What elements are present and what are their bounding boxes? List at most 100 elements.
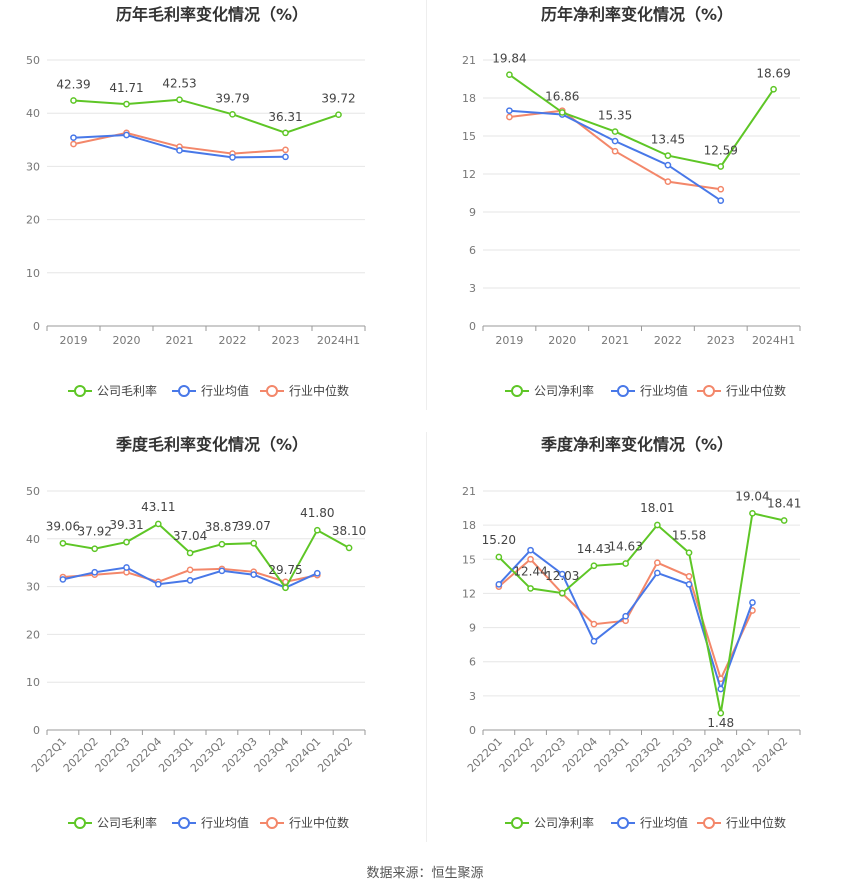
x-tick-label: 2023 [707, 334, 735, 347]
data-point-company[interactable] [154, 520, 162, 528]
legend-item-company[interactable]: 公司毛利率 [68, 815, 157, 830]
data-point-industry_avg[interactable] [495, 580, 503, 588]
data-point-industry_median[interactable] [664, 178, 672, 185]
data-point-company[interactable] [527, 585, 534, 592]
data-point-industry_avg[interactable] [749, 599, 756, 606]
quarterly-gross-margin-chart: 季度毛利率变化情况（%）010203040502022Q12022Q22022Q… [26, 435, 366, 830]
data-point-company[interactable] [717, 163, 725, 170]
data-point-industry_avg[interactable] [558, 570, 566, 578]
data-label: 39.06 [46, 519, 80, 533]
data-point-company[interactable] [685, 549, 693, 557]
data-point-industry_median[interactable] [282, 146, 289, 154]
data-point-company[interactable] [345, 544, 353, 552]
data-point-industry_avg[interactable] [70, 134, 77, 142]
data-point-industry_avg[interactable] [654, 569, 661, 577]
data-point-industry_median[interactable] [186, 566, 194, 574]
data-point-industry_median[interactable] [611, 147, 619, 155]
data-point-industry_avg[interactable] [123, 564, 130, 571]
data-point-company[interactable] [313, 526, 321, 534]
data-point-company[interactable] [218, 540, 226, 548]
data-point-industry_avg[interactable] [91, 568, 99, 576]
data-point-company[interactable] [250, 539, 258, 547]
data-point-company[interactable] [664, 152, 672, 159]
y-tick-label: 6 [469, 244, 476, 257]
data-point-company[interactable] [558, 109, 566, 116]
legend-item-company[interactable]: 公司净利率 [505, 383, 594, 398]
data-point-company[interactable] [91, 545, 99, 553]
data-point-industry_avg[interactable] [611, 137, 619, 145]
data-point-industry_avg[interactable] [664, 161, 672, 169]
data-point-company[interactable] [611, 128, 619, 135]
legend-label: 行业中位数 [289, 815, 349, 830]
data-point-industry_avg[interactable] [717, 197, 725, 204]
data-point-company[interactable] [176, 96, 183, 104]
data-point-company[interactable] [590, 562, 598, 570]
data-point-industry_avg[interactable] [59, 576, 67, 583]
data-point-company[interactable] [335, 111, 342, 119]
data-point-industry_avg[interactable] [313, 569, 321, 577]
vertical-divider-top [426, 0, 427, 410]
data-point-industry_avg[interactable] [250, 571, 258, 578]
legend-item-company[interactable]: 公司净利率 [505, 815, 594, 830]
legend-label: 公司毛利率 [97, 815, 157, 830]
data-point-company[interactable] [186, 549, 194, 557]
data-point-industry_median[interactable] [717, 185, 725, 193]
legend-item-industry_median[interactable]: 行业中位数 [697, 815, 786, 830]
data-point-company[interactable] [123, 100, 130, 108]
x-tick-label: 2023 [272, 334, 300, 347]
data-point-company[interactable] [59, 539, 67, 547]
data-point-industry_median[interactable] [527, 555, 534, 563]
y-tick-label: 18 [462, 92, 476, 105]
data-point-industry_median[interactable] [654, 559, 661, 567]
legend-item-industry_median[interactable]: 行业中位数 [697, 383, 786, 398]
x-tick-label: 2024Q2 [315, 735, 355, 775]
legend-item-industry_median[interactable]: 行业中位数 [260, 815, 349, 830]
legend-item-industry_median[interactable]: 行业中位数 [260, 383, 349, 398]
data-point-company[interactable] [717, 709, 725, 717]
data-source: 数据来源：恒生聚源 [366, 866, 484, 881]
data-point-company[interactable] [654, 521, 661, 529]
data-point-company[interactable] [558, 589, 566, 597]
data-label: 12.03 [545, 569, 579, 583]
legend-item-industry_avg[interactable]: 行业均值 [611, 383, 688, 398]
data-point-industry_avg[interactable] [590, 637, 598, 645]
data-point-company[interactable] [70, 97, 77, 104]
legend-item-company[interactable]: 公司毛利率 [68, 383, 157, 398]
data-point-industry_avg[interactable] [218, 567, 226, 575]
data-point-industry_avg[interactable] [229, 154, 236, 161]
data-point-company[interactable] [770, 85, 777, 93]
data-point-industry_avg[interactable] [622, 612, 629, 620]
legend-item-industry_avg[interactable]: 行业均值 [172, 815, 249, 830]
data-point-company[interactable] [123, 538, 130, 546]
data-point-company[interactable] [495, 553, 503, 561]
data-point-industry_avg[interactable] [527, 546, 534, 554]
data-point-industry_avg[interactable] [123, 131, 130, 139]
data-point-company[interactable] [506, 71, 513, 79]
data-point-industry_avg[interactable] [186, 577, 194, 584]
data-point-company[interactable] [282, 584, 289, 592]
data-point-company[interactable] [282, 129, 289, 137]
data-point-industry_median[interactable] [70, 140, 77, 148]
data-point-industry_median[interactable] [685, 573, 693, 580]
data-label: 15.58 [672, 529, 706, 543]
data-point-company[interactable] [749, 509, 756, 517]
data-point-industry_avg[interactable] [154, 580, 162, 588]
data-point-industry_avg[interactable] [717, 685, 725, 693]
legend-item-industry_avg[interactable]: 行业均值 [172, 383, 249, 398]
x-tick-label: 2021 [601, 334, 629, 347]
data-point-industry_avg[interactable] [282, 153, 289, 161]
data-point-company[interactable] [780, 517, 788, 524]
legend-swatch-marker [178, 385, 190, 397]
data-point-industry_avg[interactable] [176, 147, 183, 154]
data-point-industry_avg[interactable] [506, 107, 513, 115]
data-point-industry_median[interactable] [506, 113, 513, 121]
data-point-industry_avg[interactable] [685, 580, 693, 588]
data-point-company[interactable] [622, 560, 629, 567]
y-tick-label: 50 [26, 485, 40, 498]
data-point-company[interactable] [229, 110, 236, 118]
data-label: 43.11 [141, 500, 175, 514]
data-point-industry_median[interactable] [590, 620, 598, 628]
data-label: 19.04 [735, 489, 769, 503]
legend-item-industry_avg[interactable]: 行业均值 [611, 815, 688, 830]
data-label: 38.10 [332, 524, 366, 538]
